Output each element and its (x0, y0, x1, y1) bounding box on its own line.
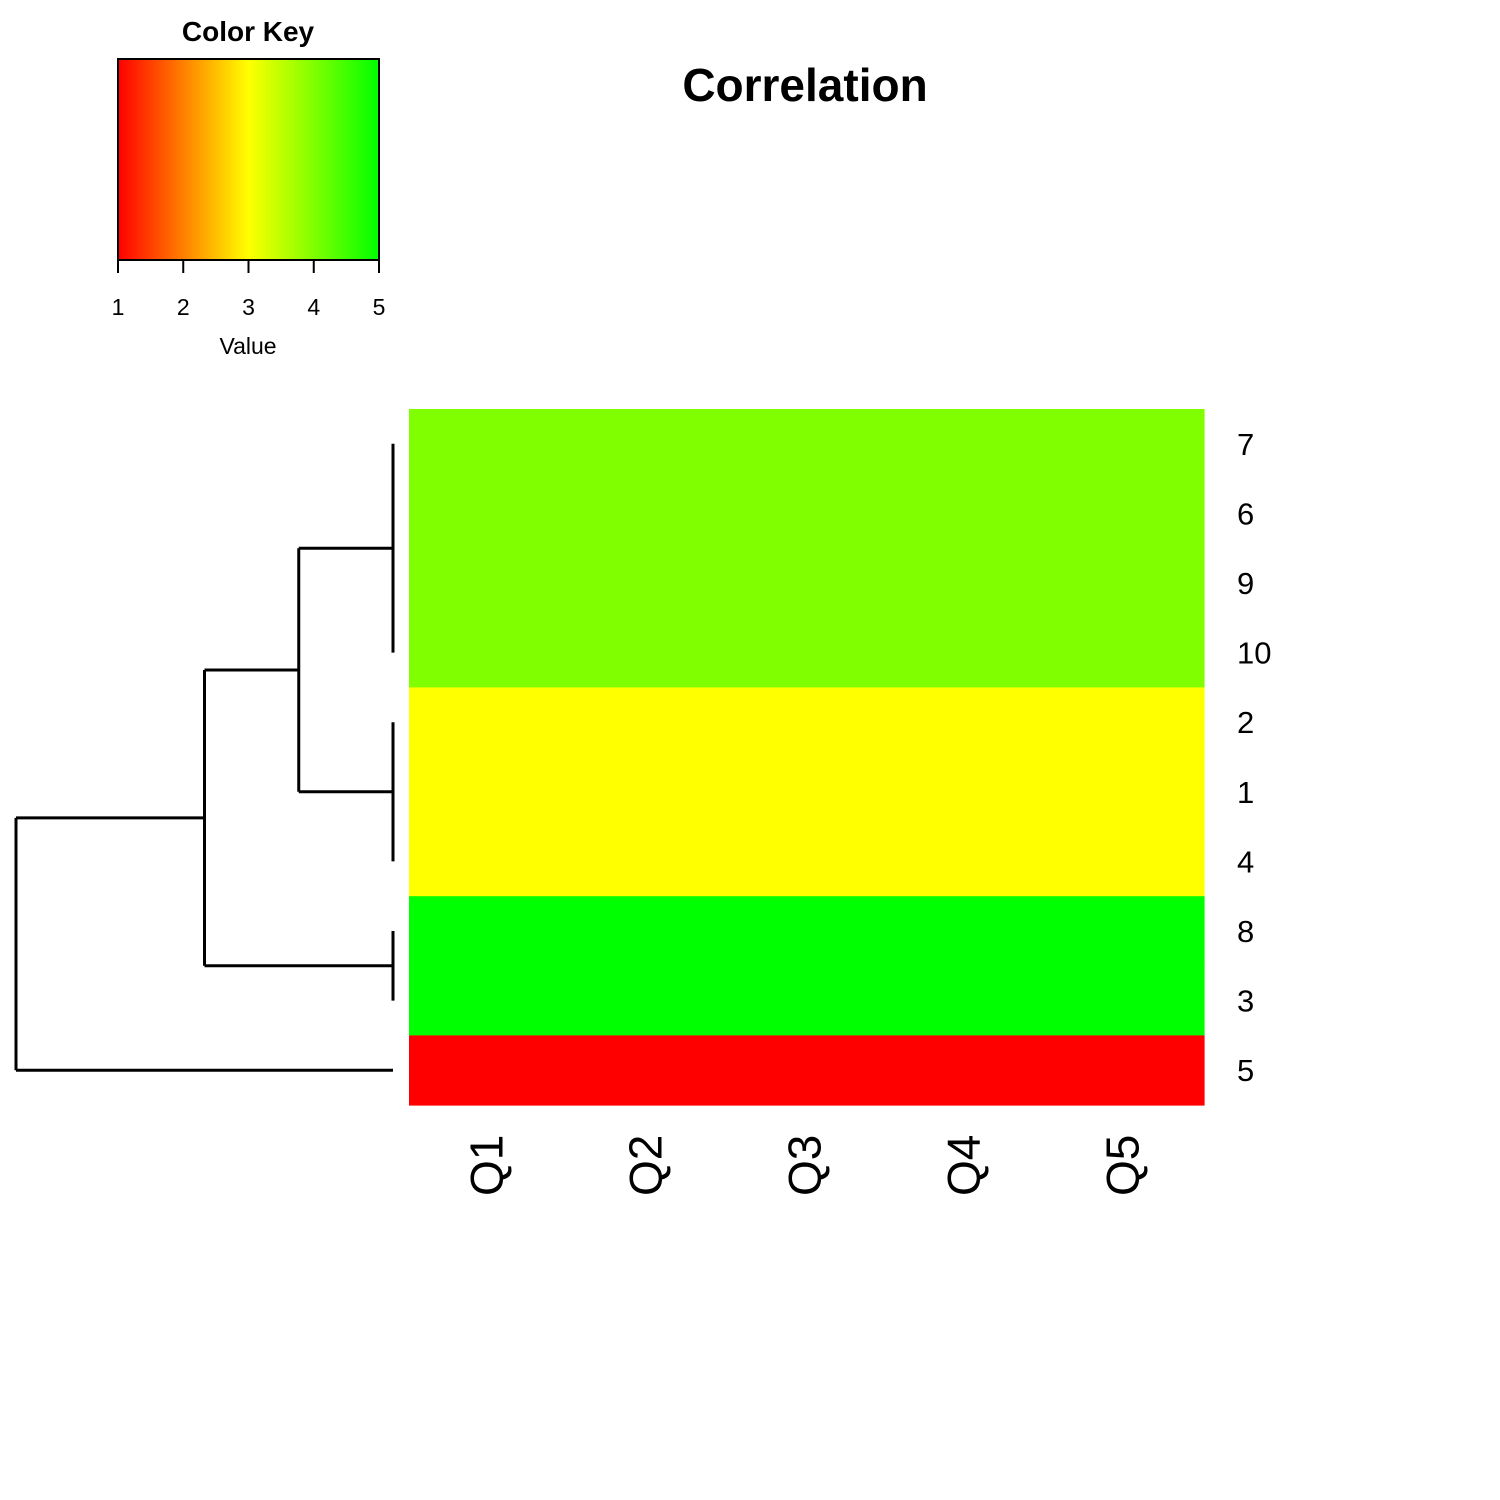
heatmap-cell (1045, 617, 1205, 688)
dendrogram-branch (297, 546, 393, 794)
heatmap-cell (886, 1035, 1046, 1106)
color-key-xlabel: Value (219, 333, 276, 359)
heatmap-cell (409, 1035, 569, 1106)
heatmap-cell (1045, 965, 1205, 1036)
heatmap-cell (727, 478, 887, 549)
heatmap-cell (727, 896, 887, 967)
heatmap-cell (727, 826, 887, 897)
color-key-tick-label: 5 (373, 294, 386, 320)
heatmap-cell (886, 896, 1046, 967)
heatmap-cell (727, 548, 887, 619)
heatmap-cell (568, 617, 728, 688)
row-dendrogram (14, 443, 395, 1072)
color-key-tick-label: 2 (177, 294, 190, 320)
row-label: 3 (1237, 984, 1254, 1019)
column-label: Q3 (779, 1135, 831, 1196)
column-labels: Q1 Q2 Q3 Q4 Q5 (461, 1135, 1149, 1196)
row-label: 4 (1237, 844, 1254, 879)
heatmap-cell (1045, 548, 1205, 619)
heatmap-cell (568, 826, 728, 897)
heatmap-cell (886, 687, 1046, 758)
color-key-tick-label: 4 (307, 294, 320, 320)
heatmap-cell (1045, 478, 1205, 549)
chart-title: Correlation (682, 59, 927, 111)
heatmap-cell (886, 409, 1046, 480)
row-label: 10 (1237, 636, 1271, 671)
heatmap-cell (886, 826, 1046, 897)
row-label: 6 (1237, 496, 1254, 531)
heatmap-cell (886, 965, 1046, 1036)
heatmap-cell (568, 965, 728, 1036)
heatmap-cell (409, 687, 569, 758)
heatmap-cell (727, 687, 887, 758)
heatmap-cell (1045, 409, 1205, 480)
color-key-tick-label: 3 (242, 294, 255, 320)
color-key: Color Key 1 2 3 4 5 Value (112, 16, 386, 359)
heatmap-cell (886, 757, 1046, 828)
heatmap-cell (727, 757, 887, 828)
heatmap-cell (568, 757, 728, 828)
heatmap-cell (409, 965, 569, 1036)
row-label: 1 (1237, 775, 1254, 810)
heatmap-cell (409, 409, 569, 480)
color-key-title: Color Key (182, 16, 315, 47)
heatmap-cell (568, 478, 728, 549)
column-label: Q2 (620, 1135, 672, 1196)
heatmap-cell (409, 826, 569, 897)
row-label: 2 (1237, 705, 1254, 740)
heatmap-cell (568, 896, 728, 967)
heatmap-cell (568, 548, 728, 619)
heatmap-cell (727, 1035, 887, 1106)
column-label: Q1 (461, 1135, 513, 1196)
heatmap-cell (886, 617, 1046, 688)
heatmap-cell (727, 965, 887, 1036)
heatmap-cell (1045, 826, 1205, 897)
color-key-gradient (117, 58, 380, 261)
heatmap-cell (409, 757, 569, 828)
heatmap-cell (1045, 896, 1205, 967)
row-labels: 7 6 9 10 2 1 4 8 3 5 (1237, 427, 1271, 1088)
heatmap-cell (727, 409, 887, 480)
row-label: 5 (1237, 1053, 1254, 1088)
heatmap-cell (409, 896, 569, 967)
heatmap-cell (886, 548, 1046, 619)
heatmap-cell (409, 478, 569, 549)
heatmap-cell (409, 617, 569, 688)
column-label: Q4 (938, 1135, 990, 1196)
row-label: 8 (1237, 914, 1254, 949)
heatmap-cell (568, 687, 728, 758)
dendrogram-branch (14, 816, 393, 1072)
heatmap-cell (409, 548, 569, 619)
color-key-tick-label: 1 (112, 294, 125, 320)
row-label: 7 (1237, 427, 1254, 462)
heatmap-cell (568, 1035, 728, 1106)
heatmap-cell (1045, 757, 1205, 828)
row-label: 9 (1237, 566, 1254, 601)
heatmap-cell (1045, 1035, 1205, 1106)
heatmap-cell (886, 478, 1046, 549)
heatmap-cell (568, 409, 728, 480)
heatmap-cell (727, 617, 887, 688)
heatmap-cell (1045, 687, 1205, 758)
heatmap-cells (409, 409, 1205, 1106)
column-label: Q5 (1097, 1135, 1149, 1196)
